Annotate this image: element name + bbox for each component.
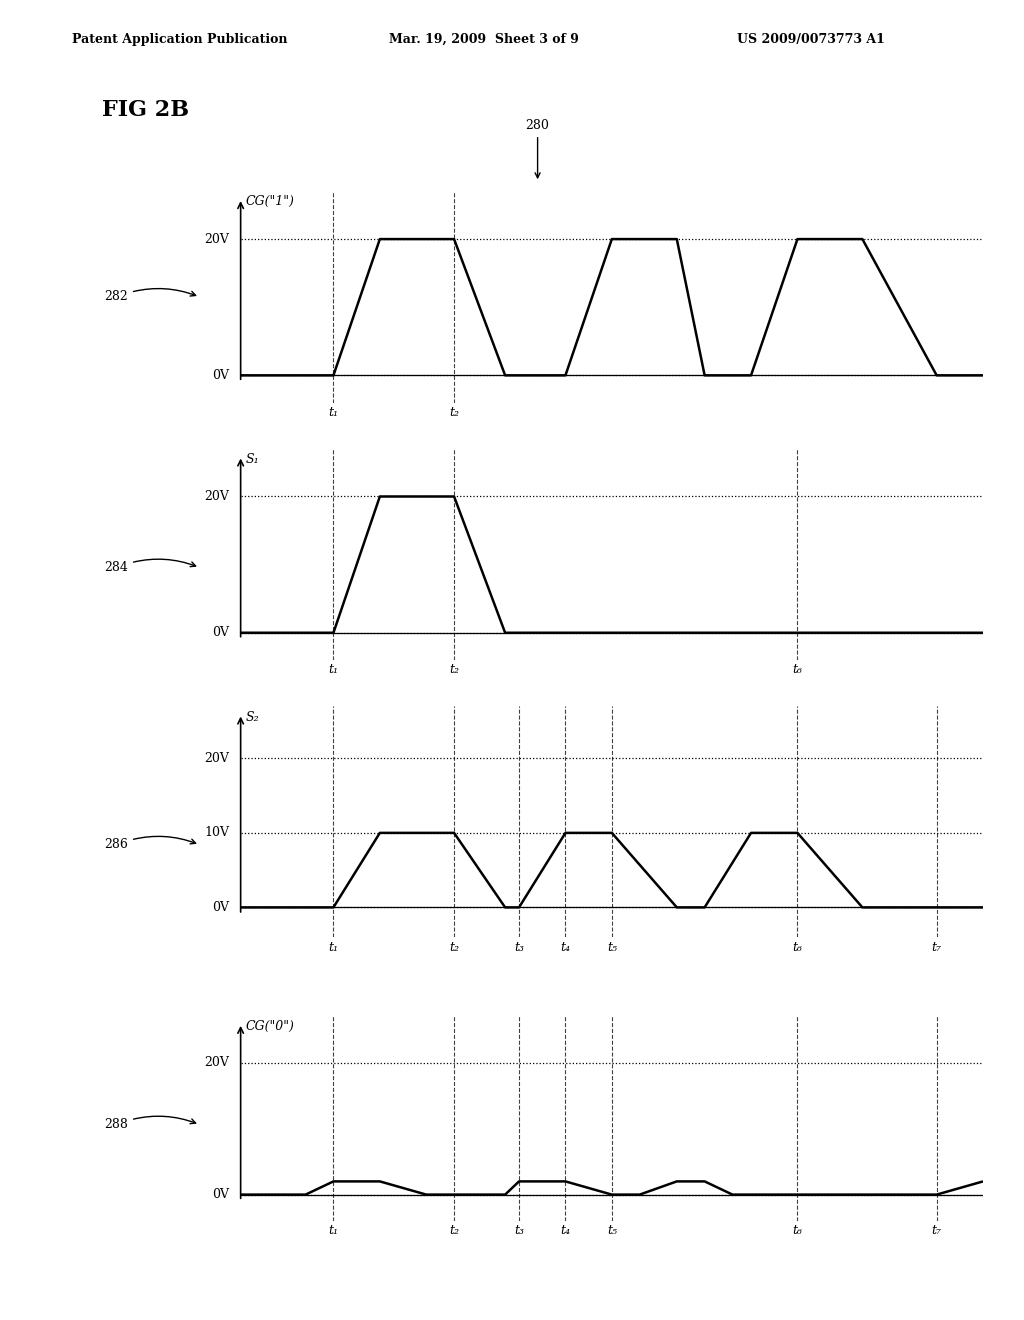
Text: t₄: t₄ [560,1225,570,1237]
Text: t₂: t₂ [450,1225,459,1237]
Text: t₆: t₆ [793,941,803,954]
Text: 286: 286 [104,837,196,851]
Text: 10V: 10V [205,826,229,840]
Text: t₅: t₅ [607,941,616,954]
Text: 20V: 20V [205,490,229,503]
Text: t₂: t₂ [450,941,459,954]
Text: 0V: 0V [213,368,229,381]
Text: 288: 288 [104,1117,196,1131]
Text: Mar. 19, 2009  Sheet 3 of 9: Mar. 19, 2009 Sheet 3 of 9 [389,33,579,46]
Text: 20V: 20V [205,1056,229,1069]
Text: t₁: t₁ [329,1225,339,1237]
Text: Patent Application Publication: Patent Application Publication [72,33,287,46]
Text: CG("1"): CG("1") [246,195,294,209]
Text: 0V: 0V [213,626,229,639]
Text: 20V: 20V [205,232,229,246]
Text: t₁: t₁ [329,407,339,418]
Text: 282: 282 [104,289,196,304]
Text: t₂: t₂ [450,407,459,418]
Text: t₁: t₁ [329,941,339,954]
Text: S₂: S₂ [246,711,259,723]
Text: 280: 280 [525,119,550,178]
Text: t₇: t₇ [932,941,942,954]
Text: t₄: t₄ [560,941,570,954]
Text: t₅: t₅ [607,1225,616,1237]
Text: 20V: 20V [205,752,229,764]
Text: t₆: t₆ [793,664,803,676]
Text: t₁: t₁ [329,664,339,676]
Text: S₁: S₁ [246,453,259,466]
Text: CG("0"): CG("0") [246,1020,294,1032]
Text: t₂: t₂ [450,664,459,676]
Text: FIG 2B: FIG 2B [102,99,189,121]
Text: t₇: t₇ [932,1225,942,1237]
Text: t₃: t₃ [514,941,524,954]
Text: 0V: 0V [213,900,229,913]
Text: 284: 284 [104,560,196,574]
Text: t₆: t₆ [793,1225,803,1237]
Text: t₃: t₃ [514,1225,524,1237]
Text: 0V: 0V [213,1188,229,1201]
Text: US 2009/0073773 A1: US 2009/0073773 A1 [737,33,885,46]
